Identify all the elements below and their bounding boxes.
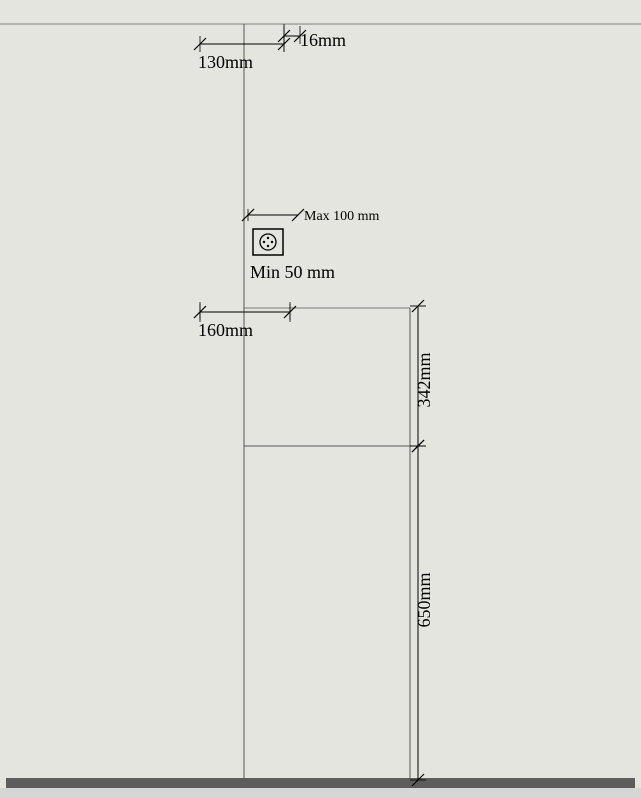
dimension-label: Min 50 mm xyxy=(250,262,335,282)
dimension-label: 160mm xyxy=(198,320,253,340)
dimension-label: 130mm xyxy=(198,52,253,72)
dimension-label: 342mm xyxy=(414,352,434,407)
elevation-diagram: 130mm 16mm Max 100 mm Min 50 mm 160mm 342mm 65… xyxy=(0,0,641,798)
svg-text:Max 100 mm: Max 100 mm xyxy=(304,209,380,224)
svg-text:16mm: 16mm xyxy=(300,30,346,50)
dimension-label: 650mm xyxy=(414,572,434,627)
